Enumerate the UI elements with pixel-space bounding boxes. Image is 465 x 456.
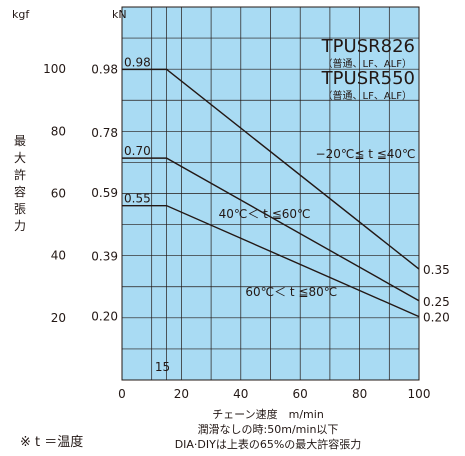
x-tick: 60 [293, 387, 308, 401]
series-end-label: 0.25 [423, 295, 450, 309]
y-axis-label-char: 大 [14, 151, 26, 165]
kgf-unit-label: kgf [12, 8, 30, 21]
x-tick: 40 [233, 387, 248, 401]
footnote-temperature: ※ t ＝温度 [20, 434, 83, 450]
y-tick-kn: 0.59 [91, 186, 118, 200]
series-start-label: 0.70 [124, 144, 151, 158]
series-end-label: 0.20 [423, 311, 450, 325]
y-tick-kgf: 80 [51, 124, 66, 138]
x-tick-labels: 0 20 40 60 80 100 15 [118, 360, 430, 401]
y-axis-label-char: 力 [14, 219, 26, 233]
x-tick: 80 [352, 387, 367, 401]
y-tick-kn: 0.20 [91, 310, 118, 324]
series-start-label: 0.55 [124, 192, 151, 206]
series-end-label: 0.35 [423, 263, 450, 277]
plot-border [121, 6, 420, 381]
y-tick-kn: 0.78 [91, 126, 118, 140]
y-tick-kgf: 60 [51, 187, 66, 201]
x-tick: 0 [118, 387, 126, 401]
y-tick-labels: 20 40 60 80 100 0.20 0.39 0.59 0.78 0.98 [43, 62, 118, 325]
model-name-1: TPUSR826 [321, 36, 415, 57]
x-tick: 100 [408, 387, 431, 401]
x-axis-label: チェーン速度 m/min [212, 407, 324, 421]
series-start-label: 0.98 [124, 55, 151, 69]
series-line-2 [122, 157, 420, 302]
series-lines [122, 68, 420, 318]
y-axis-label-char: 許 [14, 168, 26, 182]
y-axis-label-char: 最 [14, 134, 26, 148]
series-name-label: 60℃＜ t ≦80℃ [245, 285, 337, 299]
series-line-1 [122, 68, 420, 270]
y-tick-kn: 0.39 [91, 249, 118, 263]
series-name-label: 40℃＜ t ≦60℃ [219, 207, 311, 221]
variant-note-2: （普通、LF、ALF） [323, 89, 413, 102]
x-tick: 20 [174, 387, 189, 401]
model-name-2: TPUSR550 [321, 68, 415, 89]
y-tick-kn: 0.98 [91, 62, 118, 76]
y-axis-label-char: 容 [14, 184, 26, 199]
variant-note-1: （普通、LF、ALF） [323, 57, 413, 70]
y-tick-kgf: 40 [51, 249, 66, 263]
kn-unit-label: kN [112, 8, 127, 21]
note-dia-diy: DIA·DIYは上表の65%の最大許容張力 [175, 437, 362, 451]
y-tick-kgf: 20 [51, 311, 66, 325]
note-lubrication: 潤滑なしの時:50m/min以下 [198, 423, 339, 436]
y-axis-label-char: 張 [14, 202, 26, 216]
series-line-3 [122, 204, 420, 318]
series-name-label: −20℃≦ t ≦40℃ [316, 147, 416, 161]
grid-lines [121, 6, 420, 381]
y-axis-label: 最大許容張力 [14, 134, 26, 233]
series-labels: 0.98 0.35 −20℃≦ t ≦40℃ 0.70 0.25 40℃＜ t ≦60℃ 0… [124, 55, 450, 324]
x-tick-15: 15 [155, 360, 170, 374]
y-tick-kgf: 100 [43, 62, 66, 76]
